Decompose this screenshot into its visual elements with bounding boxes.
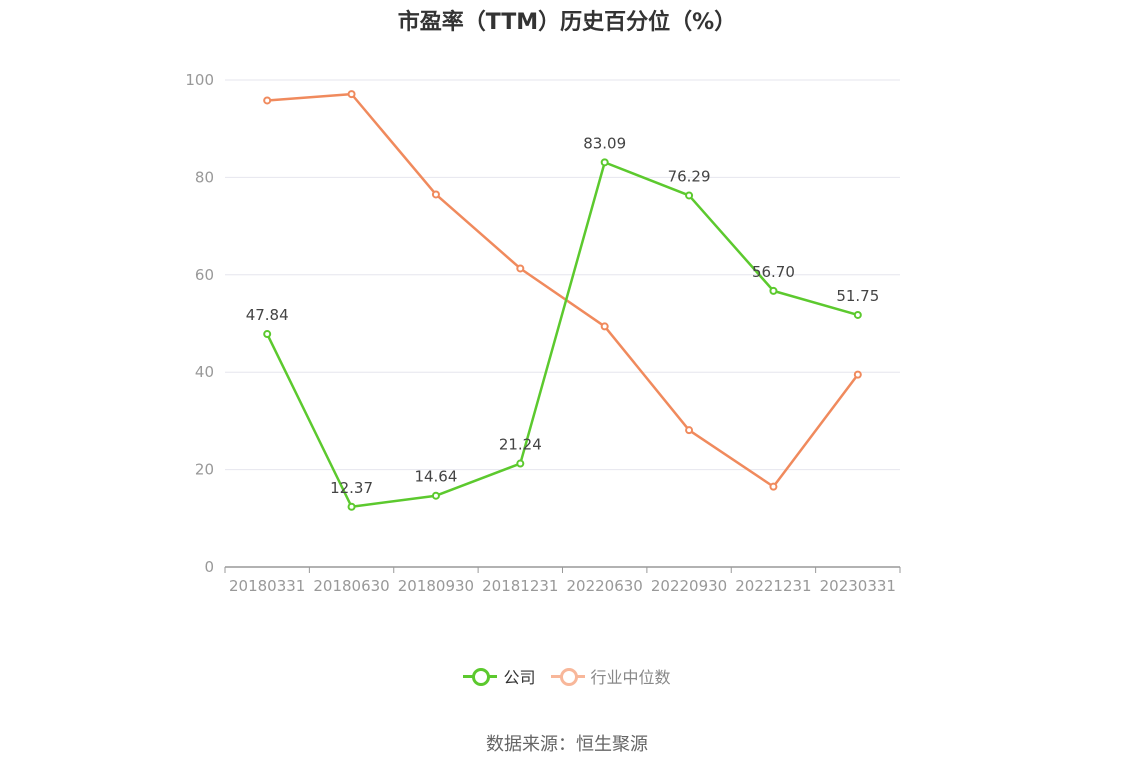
legend: 公司 行业中位数 — [0, 664, 1134, 690]
legend-item-industry-median[interactable]: 行业中位数 — [550, 664, 671, 688]
data-point-company — [853, 310, 862, 319]
data-point-industry-median — [516, 264, 525, 273]
y-tick-label: 80 — [195, 168, 214, 186]
y-tick-label: 20 — [195, 461, 214, 479]
data-point-industry-median — [685, 426, 694, 435]
data-label-company: 14.64 — [414, 468, 457, 486]
data-point-company — [263, 330, 272, 339]
x-tick-label: 20221231 — [735, 577, 811, 595]
x-tick-label: 20220630 — [567, 577, 643, 595]
x-tick-label: 20180331 — [229, 577, 305, 595]
axes: 0 20 40 60 80 100 20180331 20180630 20180930 2018… — [185, 71, 901, 595]
legend-item-company[interactable]: 公司 — [463, 664, 535, 688]
x-tick-label: 20180630 — [313, 577, 389, 595]
data-point-company — [600, 158, 609, 167]
data-point-industry-median — [431, 190, 440, 199]
data-point-industry-median — [600, 322, 609, 331]
y-tick-label: 40 — [195, 363, 214, 381]
chart-title: 市盈率（TTM）历史百分位（%） — [397, 10, 737, 35]
data-label-company: 47.84 — [246, 306, 289, 324]
data-point-company — [685, 191, 694, 200]
series-line-industry-median — [267, 92, 859, 488]
legend-swatch-company — [463, 666, 498, 686]
data-point-industry-median — [853, 370, 862, 379]
x-tick-label: 20181231 — [482, 577, 558, 595]
data-point-company — [347, 502, 356, 511]
data-point-industry-median — [769, 482, 778, 491]
series-lines — [263, 90, 862, 511]
legend-label-company: 公司 — [503, 668, 536, 687]
data-label-company: 56.70 — [752, 263, 795, 281]
data-labels: 47.84 12.37 14.64 21.24 83.09 76.29 56.70 51.75 — [246, 134, 880, 496]
x-tick-label: 20180930 — [398, 577, 474, 595]
data-label-company: 76.29 — [668, 167, 711, 185]
x-tick-label: 20230331 — [820, 577, 896, 595]
data-point-industry-median — [347, 90, 356, 99]
data-label-company: 12.37 — [330, 479, 373, 497]
y-tick-label: 60 — [195, 266, 214, 284]
grid-lines — [225, 79, 900, 471]
data-label-company: 51.75 — [836, 287, 879, 305]
legend-swatch-industry-median — [550, 666, 585, 686]
data-point-company — [516, 459, 525, 468]
data-point-industry-median — [263, 96, 272, 105]
x-tick-label: 20220930 — [651, 577, 727, 595]
y-tick-label: 100 — [185, 71, 214, 89]
data-point-company — [769, 286, 778, 295]
data-point-company — [431, 491, 440, 500]
data-label-company: 21.24 — [499, 436, 542, 454]
y-tick-label: 0 — [204, 558, 214, 576]
series-line-company — [266, 161, 859, 509]
data-label-company: 83.09 — [583, 134, 626, 152]
legend-label-industry-median: 行业中位数 — [590, 668, 671, 687]
data-source: 数据来源：恒生聚源 — [486, 734, 648, 755]
